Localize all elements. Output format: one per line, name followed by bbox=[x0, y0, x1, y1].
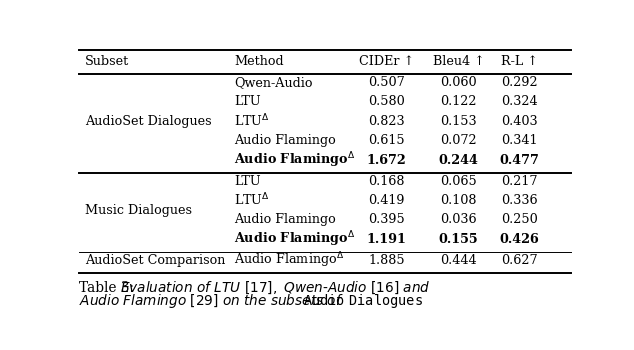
Text: 0.292: 0.292 bbox=[501, 76, 538, 89]
Text: 0.072: 0.072 bbox=[440, 134, 477, 147]
Text: R-L ↑: R-L ↑ bbox=[501, 55, 538, 68]
Text: 0.615: 0.615 bbox=[368, 134, 404, 147]
Text: $\it{Evaluation\ of\ LTU\ [17],\ Qwen\text{-}Audio\ [16]\ and}$: $\it{Evaluation\ of\ LTU\ [17],\ Qwen\te… bbox=[120, 279, 430, 296]
Text: 1.191: 1.191 bbox=[366, 233, 406, 246]
Text: AudioSet Dialogues: AudioSet Dialogues bbox=[85, 115, 212, 128]
Text: 1.885: 1.885 bbox=[368, 254, 404, 267]
Text: 0.036: 0.036 bbox=[440, 214, 477, 226]
Text: LTU$^{\Delta}$: LTU$^{\Delta}$ bbox=[234, 192, 270, 209]
Text: 0.419: 0.419 bbox=[368, 194, 404, 207]
Text: LTU: LTU bbox=[234, 96, 261, 108]
Text: 0.155: 0.155 bbox=[439, 233, 479, 246]
Text: 0.250: 0.250 bbox=[501, 214, 538, 226]
Text: $\it{Audio\ Flamingo\ [29]\ on\ the\ subsets\ of\ }$: $\it{Audio\ Flamingo\ [29]\ on\ the\ sub… bbox=[79, 292, 344, 310]
Text: 0.324: 0.324 bbox=[501, 96, 538, 108]
Text: 0.341: 0.341 bbox=[501, 134, 537, 147]
Text: 0.507: 0.507 bbox=[368, 76, 404, 89]
Text: 0.060: 0.060 bbox=[440, 76, 477, 89]
Text: AudioSet Comparison: AudioSet Comparison bbox=[85, 254, 226, 267]
Text: Subset: Subset bbox=[85, 55, 129, 68]
Text: 0.244: 0.244 bbox=[439, 154, 479, 167]
Text: 0.108: 0.108 bbox=[441, 194, 477, 207]
Text: Audio Flamingo$^{\Delta}$: Audio Flamingo$^{\Delta}$ bbox=[234, 250, 344, 270]
Text: 0.444: 0.444 bbox=[440, 254, 477, 267]
Text: Music Dialogues: Music Dialogues bbox=[85, 204, 192, 217]
Text: Method: Method bbox=[234, 55, 283, 68]
Text: 0.823: 0.823 bbox=[368, 115, 404, 128]
Text: Audio Flamingo: Audio Flamingo bbox=[234, 214, 336, 226]
Text: 0.122: 0.122 bbox=[441, 96, 477, 108]
Text: CIDEr ↑: CIDEr ↑ bbox=[359, 55, 414, 68]
Text: LTU$^{\Delta}$: LTU$^{\Delta}$ bbox=[234, 113, 270, 130]
Text: 0.426: 0.426 bbox=[499, 233, 539, 246]
Text: 0.065: 0.065 bbox=[440, 175, 477, 188]
Text: LTU: LTU bbox=[234, 175, 261, 188]
Text: 0.580: 0.580 bbox=[368, 96, 404, 108]
Text: Audio Flamingo: Audio Flamingo bbox=[234, 134, 336, 147]
Text: Audio Flamingo$^{\Delta}$: Audio Flamingo$^{\Delta}$ bbox=[234, 150, 356, 170]
Text: 0.153: 0.153 bbox=[440, 115, 477, 128]
Text: 0.168: 0.168 bbox=[368, 175, 404, 188]
Text: Bleu4 ↑: Bleu4 ↑ bbox=[432, 55, 484, 68]
Text: 0.395: 0.395 bbox=[368, 214, 404, 226]
Text: $\mathtt{Audio\ Dialogues}$: $\mathtt{Audio\ Dialogues}$ bbox=[303, 292, 423, 310]
Text: 0.403: 0.403 bbox=[501, 115, 538, 128]
Text: 1.672: 1.672 bbox=[366, 154, 406, 167]
Text: 0.627: 0.627 bbox=[501, 254, 538, 267]
Text: Qwen-Audio: Qwen-Audio bbox=[234, 76, 313, 89]
Text: 0.217: 0.217 bbox=[501, 175, 537, 188]
Text: Table 3:: Table 3: bbox=[79, 281, 139, 295]
Text: 0.477: 0.477 bbox=[499, 154, 539, 167]
Text: Audio Flamingo$^{\Delta}$: Audio Flamingo$^{\Delta}$ bbox=[234, 230, 356, 249]
Text: 0.336: 0.336 bbox=[501, 194, 538, 207]
